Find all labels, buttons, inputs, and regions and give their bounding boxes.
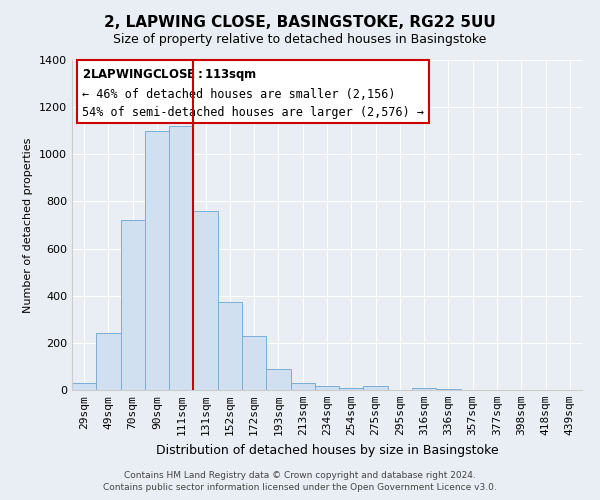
Bar: [145, 130, 169, 390]
Bar: [436, 389, 461, 390]
Bar: [364, 386, 388, 390]
Y-axis label: Number of detached properties: Number of detached properties: [23, 138, 34, 312]
X-axis label: Distribution of detached houses by size in Basingstoke: Distribution of detached houses by size …: [155, 444, 499, 456]
Bar: [290, 384, 315, 390]
Bar: [169, 126, 193, 390]
Bar: [315, 386, 339, 390]
Bar: [121, 220, 145, 390]
Bar: [266, 369, 290, 390]
Text: Contains HM Land Registry data © Crown copyright and database right 2024.
Contai: Contains HM Land Registry data © Crown c…: [103, 471, 497, 492]
Bar: [193, 211, 218, 390]
Bar: [242, 336, 266, 390]
Bar: [72, 383, 96, 390]
Bar: [96, 334, 121, 390]
Text: Size of property relative to detached houses in Basingstoke: Size of property relative to detached ho…: [113, 32, 487, 46]
Bar: [412, 388, 436, 390]
Bar: [339, 388, 364, 390]
Text: 2, LAPWING CLOSE, BASINGSTOKE, RG22 5UU: 2, LAPWING CLOSE, BASINGSTOKE, RG22 5UU: [104, 15, 496, 30]
Bar: [218, 302, 242, 390]
Text: $\bf{2 LAPWING CLOSE: 113sqm}$
← 46% of detached houses are smaller (2,156)
54% : $\bf{2 LAPWING CLOSE: 113sqm}$ ← 46% of …: [82, 66, 424, 118]
